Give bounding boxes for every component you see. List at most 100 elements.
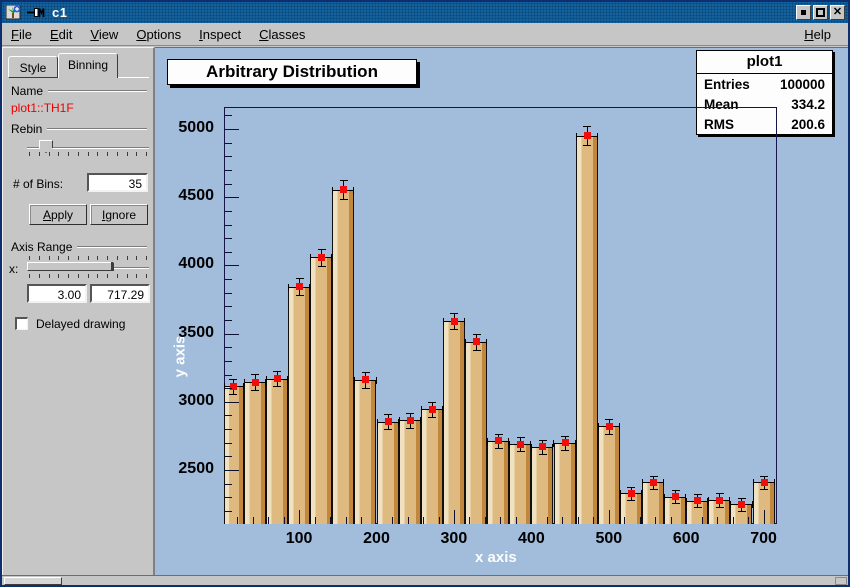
- x-major-tick: [299, 510, 301, 524]
- y-tick-label: 4500: [178, 187, 214, 205]
- y-major-tick: [225, 401, 239, 403]
- y-major-tick: [225, 333, 239, 335]
- tab-binning[interactable]: Binning: [58, 53, 118, 78]
- error-bar-cap: [242, 383, 244, 391]
- histogram-bar[interactable]: [420, 409, 443, 524]
- y-minor-tick: [225, 483, 232, 485]
- error-bar-cap: [353, 186, 355, 194]
- pin-icon[interactable]: [27, 7, 46, 18]
- histogram-bar[interactable]: [575, 135, 598, 524]
- histogram-bar[interactable]: [509, 444, 532, 524]
- stats-row: Entries 100000: [697, 74, 832, 94]
- x-tick-label: 500: [595, 530, 623, 547]
- y-tick-label: 3000: [178, 391, 214, 409]
- x-minor-tick: [345, 517, 347, 524]
- rebin-slider[interactable]: [27, 147, 149, 149]
- error-bar-cap: [715, 506, 724, 508]
- window-titlebar[interactable]: c1 ✕: [2, 2, 848, 23]
- scrollbar-thumb[interactable]: [4, 577, 62, 585]
- histogram-bar[interactable]: [398, 420, 421, 524]
- axis-max-input[interactable]: 717.29: [90, 284, 150, 303]
- rebin-slider-thumb[interactable]: [39, 140, 53, 153]
- histogram-bar[interactable]: [224, 386, 244, 524]
- histogram-bar[interactable]: [332, 189, 355, 524]
- error-bar-cap: [664, 493, 666, 501]
- error-bar-cap: [287, 375, 289, 383]
- menu-item-help[interactable]: Help: [804, 26, 831, 42]
- menu-item-file[interactable]: File: [11, 26, 32, 42]
- x-range-slider-handle[interactable]: [111, 262, 113, 271]
- y-minor-tick: [225, 388, 232, 390]
- maximize-icon: [816, 8, 825, 17]
- histogram-bar[interactable]: [354, 380, 377, 524]
- minimize-button[interactable]: [796, 5, 811, 20]
- error-bar-cap: [472, 349, 481, 351]
- error-bar-cap: [618, 423, 620, 431]
- histogram-bar[interactable]: [243, 382, 266, 524]
- x-tick-label: 300: [440, 530, 468, 547]
- x-tick-label: 700: [750, 530, 777, 547]
- window-title: c1: [52, 5, 68, 20]
- histogram-bar[interactable]: [531, 446, 554, 524]
- histogram-bar[interactable]: [376, 421, 399, 524]
- error-bar-cap: [516, 451, 525, 453]
- histogram-bar[interactable]: [310, 257, 333, 524]
- menu-item-options[interactable]: Options: [136, 26, 182, 42]
- axis-min-input[interactable]: 3.00: [27, 284, 87, 303]
- rebin-section-line: [47, 128, 147, 130]
- x-tick-label: 400: [518, 530, 545, 547]
- y-minor-tick: [225, 415, 232, 417]
- maximize-button[interactable]: [813, 5, 828, 20]
- apply-button[interactable]: Apply: [29, 204, 87, 225]
- histogram-bar[interactable]: [553, 442, 576, 524]
- x-minor-tick: [314, 517, 316, 524]
- x-range-slider-bar[interactable]: [27, 262, 114, 271]
- error-bar-cap: [561, 449, 570, 451]
- x-minor-tick: [732, 517, 734, 524]
- menu-item-edit[interactable]: Edit: [49, 26, 73, 42]
- x-minor-tick: [484, 517, 486, 524]
- error-bar-cap: [339, 198, 348, 200]
- data-marker: [384, 418, 392, 426]
- error-bar-cap: [627, 499, 636, 501]
- rebin-section-label: Rebin: [11, 122, 43, 136]
- canvas-area[interactable]: Arbitrary Distribution plot1 Entries 1000…: [155, 47, 848, 577]
- close-button[interactable]: ✕: [830, 5, 845, 20]
- histogram-bar[interactable]: [265, 378, 288, 524]
- data-marker: [716, 496, 724, 504]
- error-bar-cap: [384, 428, 393, 430]
- error-bar-cap: [376, 418, 378, 426]
- error-bar-cap: [317, 265, 326, 267]
- y-minor-tick: [225, 456, 232, 458]
- ignore-button[interactable]: Ignore: [90, 204, 148, 225]
- menu-item-classes[interactable]: Classes: [259, 26, 306, 42]
- bins-count-input[interactable]: 35: [87, 173, 148, 192]
- name-section-line: [48, 90, 147, 92]
- x-range-ticks-bottom: [29, 274, 147, 278]
- error-bar-cap: [561, 435, 570, 437]
- data-marker: [428, 405, 436, 413]
- menu-item-inspect[interactable]: Inspect: [199, 26, 242, 42]
- app-icon[interactable]: [6, 5, 22, 20]
- error-bar-cap: [295, 278, 304, 280]
- delayed-drawing-checkbox[interactable]: [15, 317, 28, 330]
- histogram-bar[interactable]: [487, 440, 510, 524]
- stats-row-label: RMS: [704, 117, 734, 132]
- data-marker: [627, 489, 635, 497]
- data-marker: [318, 253, 326, 261]
- histogram-bar[interactable]: [442, 321, 465, 524]
- chart-title-box[interactable]: Arbitrary Distribution: [167, 59, 417, 85]
- tab-style[interactable]: Style: [8, 56, 58, 78]
- data-marker: [694, 497, 702, 505]
- y-minor-tick: [225, 251, 232, 253]
- y-tick-label: 2500: [178, 460, 214, 477]
- menubar: File Edit View Options Inspect Classes Help: [2, 23, 848, 46]
- stats-box[interactable]: plot1 Entries 100000 Mean 334.2 RMS 200.6: [696, 50, 833, 135]
- resize-grip[interactable]: [835, 577, 847, 585]
- horizontal-scrollbar[interactable]: [2, 575, 848, 585]
- x-range-ticks-top: [29, 256, 147, 260]
- menu-item-view[interactable]: View: [90, 26, 119, 42]
- error-bar-cap: [538, 439, 547, 441]
- histogram-bar[interactable]: [465, 341, 488, 524]
- histogram-bar[interactable]: [288, 286, 311, 524]
